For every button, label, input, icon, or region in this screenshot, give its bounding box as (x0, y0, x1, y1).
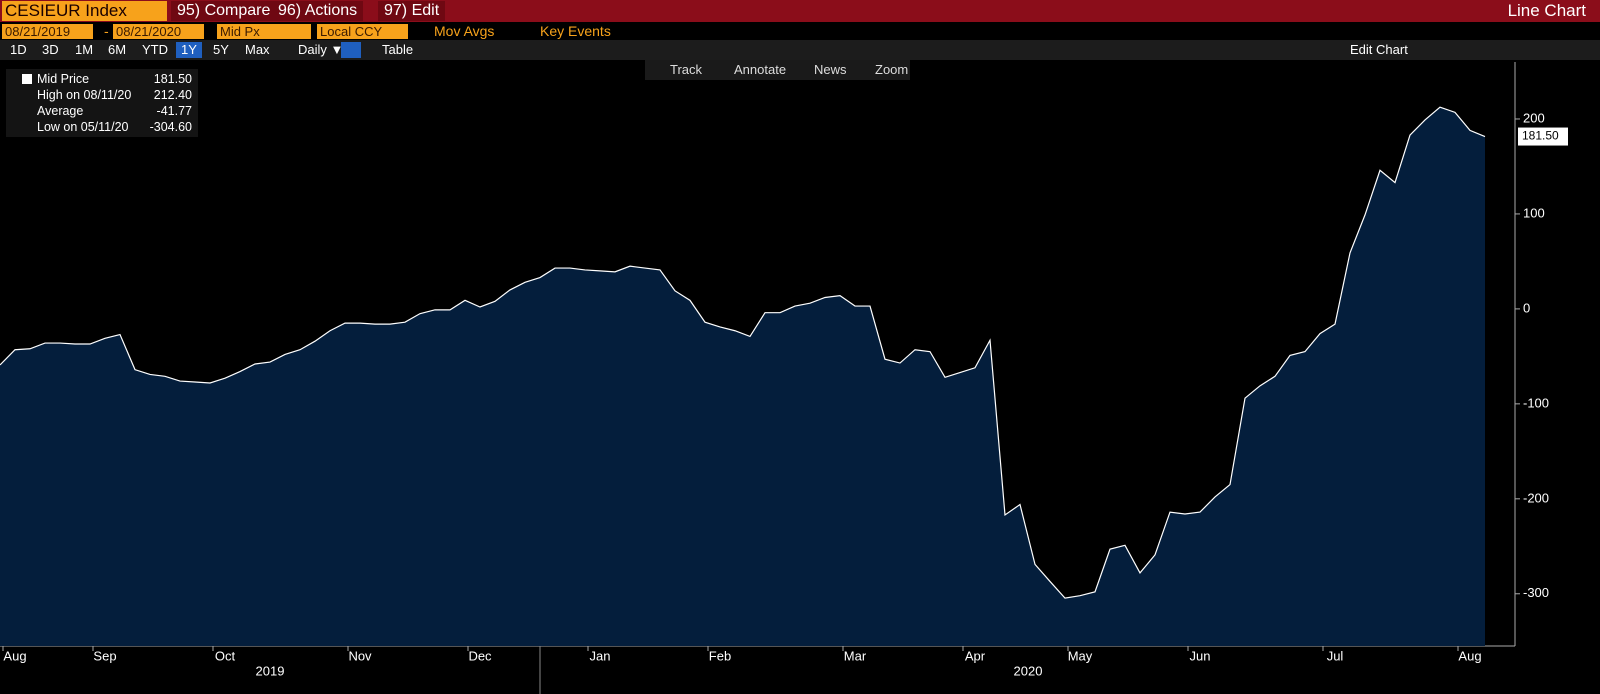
legend-label: Average (37, 104, 84, 118)
key-events[interactable]: Key Events (540, 23, 611, 39)
y-tick-label: 100 (1523, 205, 1545, 220)
x-tick-label: Aug (1458, 648, 1481, 663)
area-fill (0, 107, 1485, 646)
last-price-label: 181.50 (1522, 129, 1559, 143)
x-tick-label: Feb (709, 648, 731, 663)
table-button[interactable]: Table (382, 42, 414, 57)
tool-button[interactable]: Annotate (734, 62, 787, 77)
legend-swatch (22, 74, 32, 84)
title-bar: CESIEUR Index 95) Compare 96) Actions 97… (0, 0, 1600, 22)
year-label: 2020 (1014, 663, 1043, 678)
legend-value: -41.77 (156, 104, 192, 118)
range-button[interactable]: Max (245, 42, 270, 57)
x-tick-label: Nov (348, 648, 372, 663)
x-tick-label: Aug (3, 648, 26, 663)
range-button[interactable]: 6M (108, 42, 127, 57)
edit-chart[interactable]: Edit Chart (1350, 42, 1408, 57)
legend-value: 212.40 (153, 88, 192, 102)
legend-label: Low on 05/11/20 (37, 120, 129, 134)
legend-label: Mid Price (37, 72, 90, 86)
toolbar (0, 40, 1600, 60)
end-date[interactable]: 08/21/2020 (113, 24, 204, 39)
range-button[interactable]: YTD (142, 42, 168, 57)
y-tick-label: -200 (1523, 490, 1549, 505)
legend-value: 181.50 (153, 72, 192, 86)
y-tick-label: -300 (1523, 585, 1549, 600)
x-tick-label: Apr (965, 648, 986, 663)
legend-label: High on 08/11/20 (37, 88, 132, 102)
x-tick-label: Oct (215, 648, 236, 663)
tool-strip (645, 60, 910, 80)
menu-actions[interactable]: 96) Actions (272, 1, 364, 21)
tool-button[interactable]: Track (670, 62, 703, 77)
price-line (0, 106, 1486, 599)
x-tick-label: Jan (590, 648, 611, 663)
last-price-tag (1518, 127, 1568, 146)
menu-compare[interactable]: 95) Compare (171, 1, 277, 21)
range-button[interactable]: 3D (42, 42, 59, 57)
range-button[interactable]: 1Y (176, 42, 202, 58)
legend-value: -304.60 (149, 120, 192, 134)
x-tick-label: Mar (844, 648, 867, 663)
range-button[interactable]: 1M (75, 42, 94, 57)
tool-button[interactable]: Zoom (875, 62, 909, 77)
security[interactable]: CESIEUR Index (2, 1, 167, 21)
currency[interactable]: Local CCY (317, 24, 408, 39)
x-tick-label: May (1068, 648, 1093, 663)
range-button[interactable]: 5Y (213, 42, 229, 57)
menu-edit[interactable]: 97) Edit (378, 1, 446, 21)
legend (6, 69, 198, 137)
start-date[interactable]: 08/21/2019 (2, 24, 93, 39)
field[interactable]: Mid Px (217, 24, 311, 39)
period[interactable]: Daily ▼ (298, 42, 344, 57)
tool-button[interactable]: News (814, 62, 847, 77)
mov-avgs[interactable]: Mov Avgs (434, 23, 495, 39)
x-tick-label: Jun (1190, 648, 1211, 663)
y-tick-label: -100 (1523, 395, 1549, 410)
x-tick-label: Dec (468, 648, 492, 663)
year-label: 2019 (256, 663, 285, 678)
y-tick-label: 200 (1523, 110, 1545, 125)
y-tick-label: 0 (1523, 300, 1530, 315)
range-button[interactable]: 1D (10, 42, 27, 57)
view-name: Line Chart (1507, 1, 1586, 20)
x-tick-label: Sep (93, 648, 116, 663)
date-sep: - (104, 23, 109, 39)
chart-icon[interactable] (341, 42, 361, 58)
x-tick-label: Jul (1327, 648, 1344, 663)
